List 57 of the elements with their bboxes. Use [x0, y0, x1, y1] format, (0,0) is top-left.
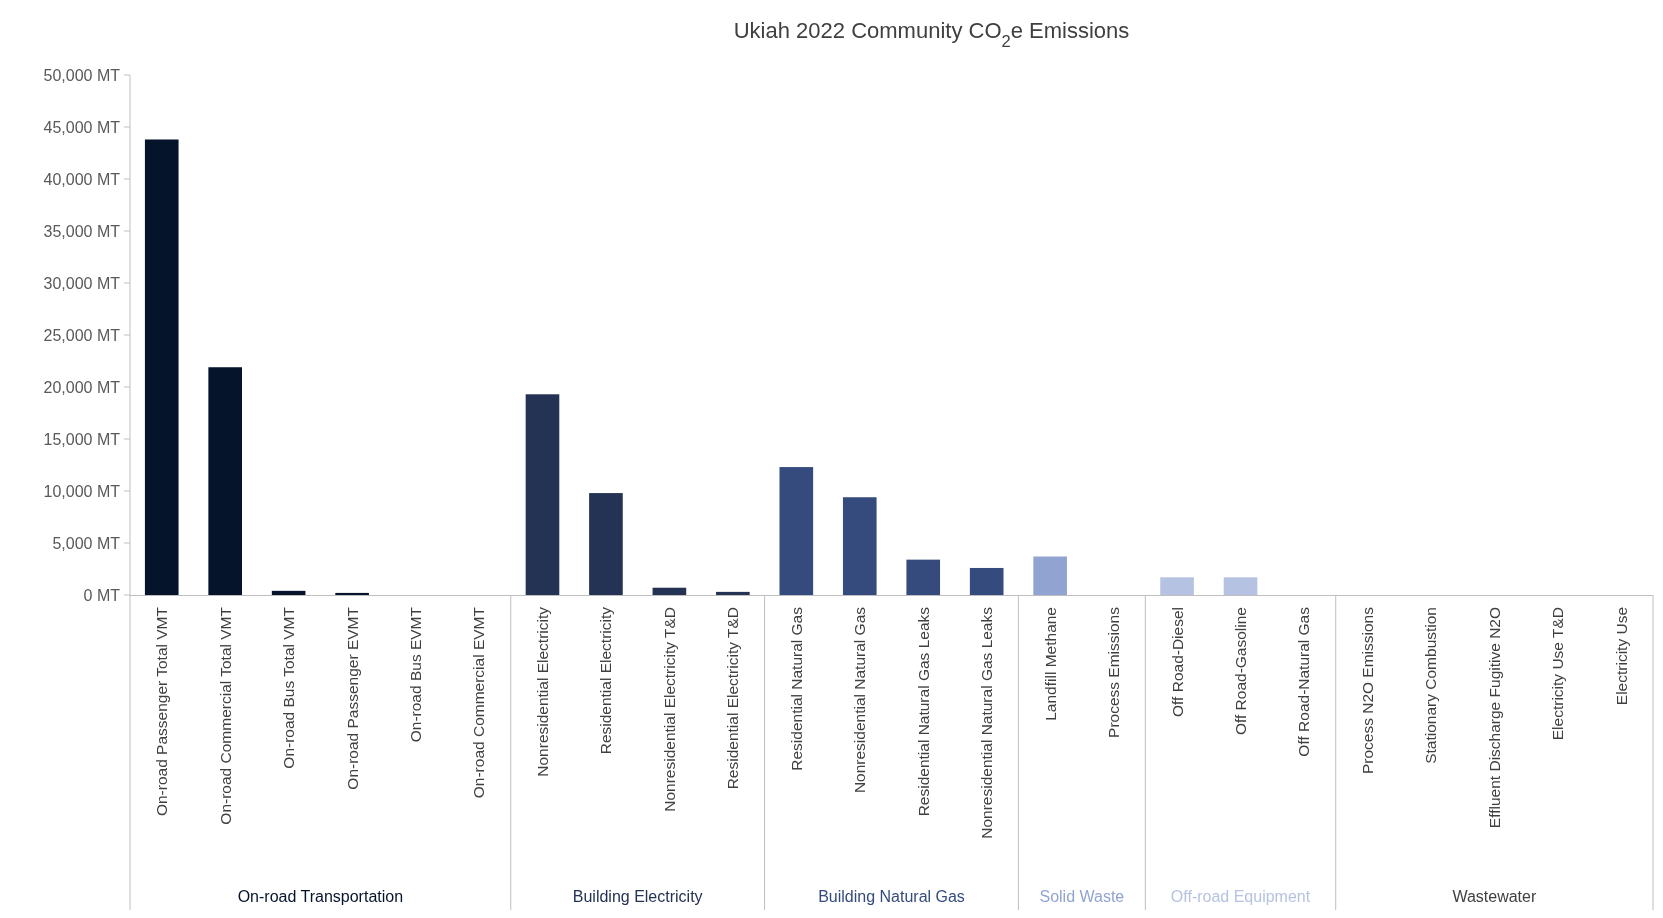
x-tick-label: On-road Passenger EVMT: [343, 606, 361, 790]
x-tick-label: Residential Natural Gas: [787, 606, 805, 771]
x-tick-label: Residential Natural Gas Leaks: [914, 606, 932, 817]
y-tick-label: 30,000 MT: [43, 274, 121, 292]
bar: [1160, 577, 1194, 595]
bar: [652, 587, 687, 595]
x-tick-label: Nonresidential Natural Gas Leaks: [978, 606, 996, 839]
x-tick-label: Nonresidential Electricity T&D: [660, 607, 678, 812]
x-tick-label: Residential Electricity T&D: [724, 607, 742, 790]
x-tick-label: Nonresidential Natural Gas: [851, 606, 869, 794]
x-tick-label: Nonresidential Electricity: [533, 606, 551, 777]
x-tick-label: On-road Commercial EVMT: [470, 606, 488, 799]
y-tick-label: 35,000 MT: [43, 222, 121, 240]
text: Building Electricity: [572, 888, 703, 905]
y-tick-label: 15,000 MT: [43, 430, 121, 448]
y-tick-label: 40,000 MT: [43, 170, 121, 188]
y-tick-label: 25,000 MT: [43, 326, 121, 344]
x-tick-label: Electricity Use: [1612, 607, 1630, 706]
bar: [271, 590, 306, 595]
text: Solid Waste: [1039, 888, 1125, 905]
chart-title: Ukiah 2022 Community CO$_{2}$e Emissions: [733, 18, 1130, 50]
bar: [1033, 556, 1067, 595]
bar: [335, 592, 369, 595]
x-tick-label: Process N2O Emissions: [1358, 606, 1376, 775]
x-tick-label: Landfill Methane: [1041, 607, 1059, 721]
x-tick-label: Stationary Combustion: [1422, 607, 1440, 764]
x-tick-label: On-road Commercial Total VMT: [216, 606, 234, 825]
bar: [969, 567, 1004, 595]
x-tick-label: On-road Passenger Total VMT: [153, 606, 171, 817]
x-tick-label: Electricity Use T&D: [1549, 607, 1567, 741]
x-tick-label: Off Road-Natural Gas: [1295, 606, 1313, 757]
y-tick-label: 0 MT: [83, 586, 121, 604]
x-tick-label: Process Emissions: [1105, 606, 1123, 738]
x-tick-label: On-road Bus Total VMT: [280, 606, 298, 769]
x-tick-label: Effluent Discharge Fugitive N2O: [1485, 607, 1503, 829]
bar: [525, 394, 560, 595]
y-tick-label: 5,000 MT: [52, 534, 121, 552]
bar: [906, 559, 941, 595]
y-tick-label: 20,000 MT: [43, 378, 121, 396]
text: On-road Transportation: [237, 888, 404, 905]
y-tick-label: 45,000 MT: [43, 118, 121, 136]
text: Off-road Equipment: [1170, 888, 1311, 905]
x-tick-label: Residential Electricity: [597, 606, 615, 755]
bar: [716, 591, 750, 595]
bar: [842, 497, 877, 595]
bar: [144, 139, 179, 595]
y-tick-label: 50,000 MT: [43, 66, 121, 84]
text: Building Natural Gas: [818, 888, 965, 905]
y-tick-label: 10,000 MT: [43, 482, 121, 500]
bar: [208, 367, 242, 595]
text: Wastewater: [1452, 888, 1537, 905]
x-tick-label: On-road Bus EVMT: [406, 606, 424, 743]
bar: [589, 493, 623, 595]
bar: [1223, 577, 1258, 595]
x-tick-label: Off Road-Gasoline: [1231, 607, 1249, 736]
bar: [779, 467, 814, 595]
x-tick-label: Off Road-Diesel: [1168, 607, 1186, 717]
